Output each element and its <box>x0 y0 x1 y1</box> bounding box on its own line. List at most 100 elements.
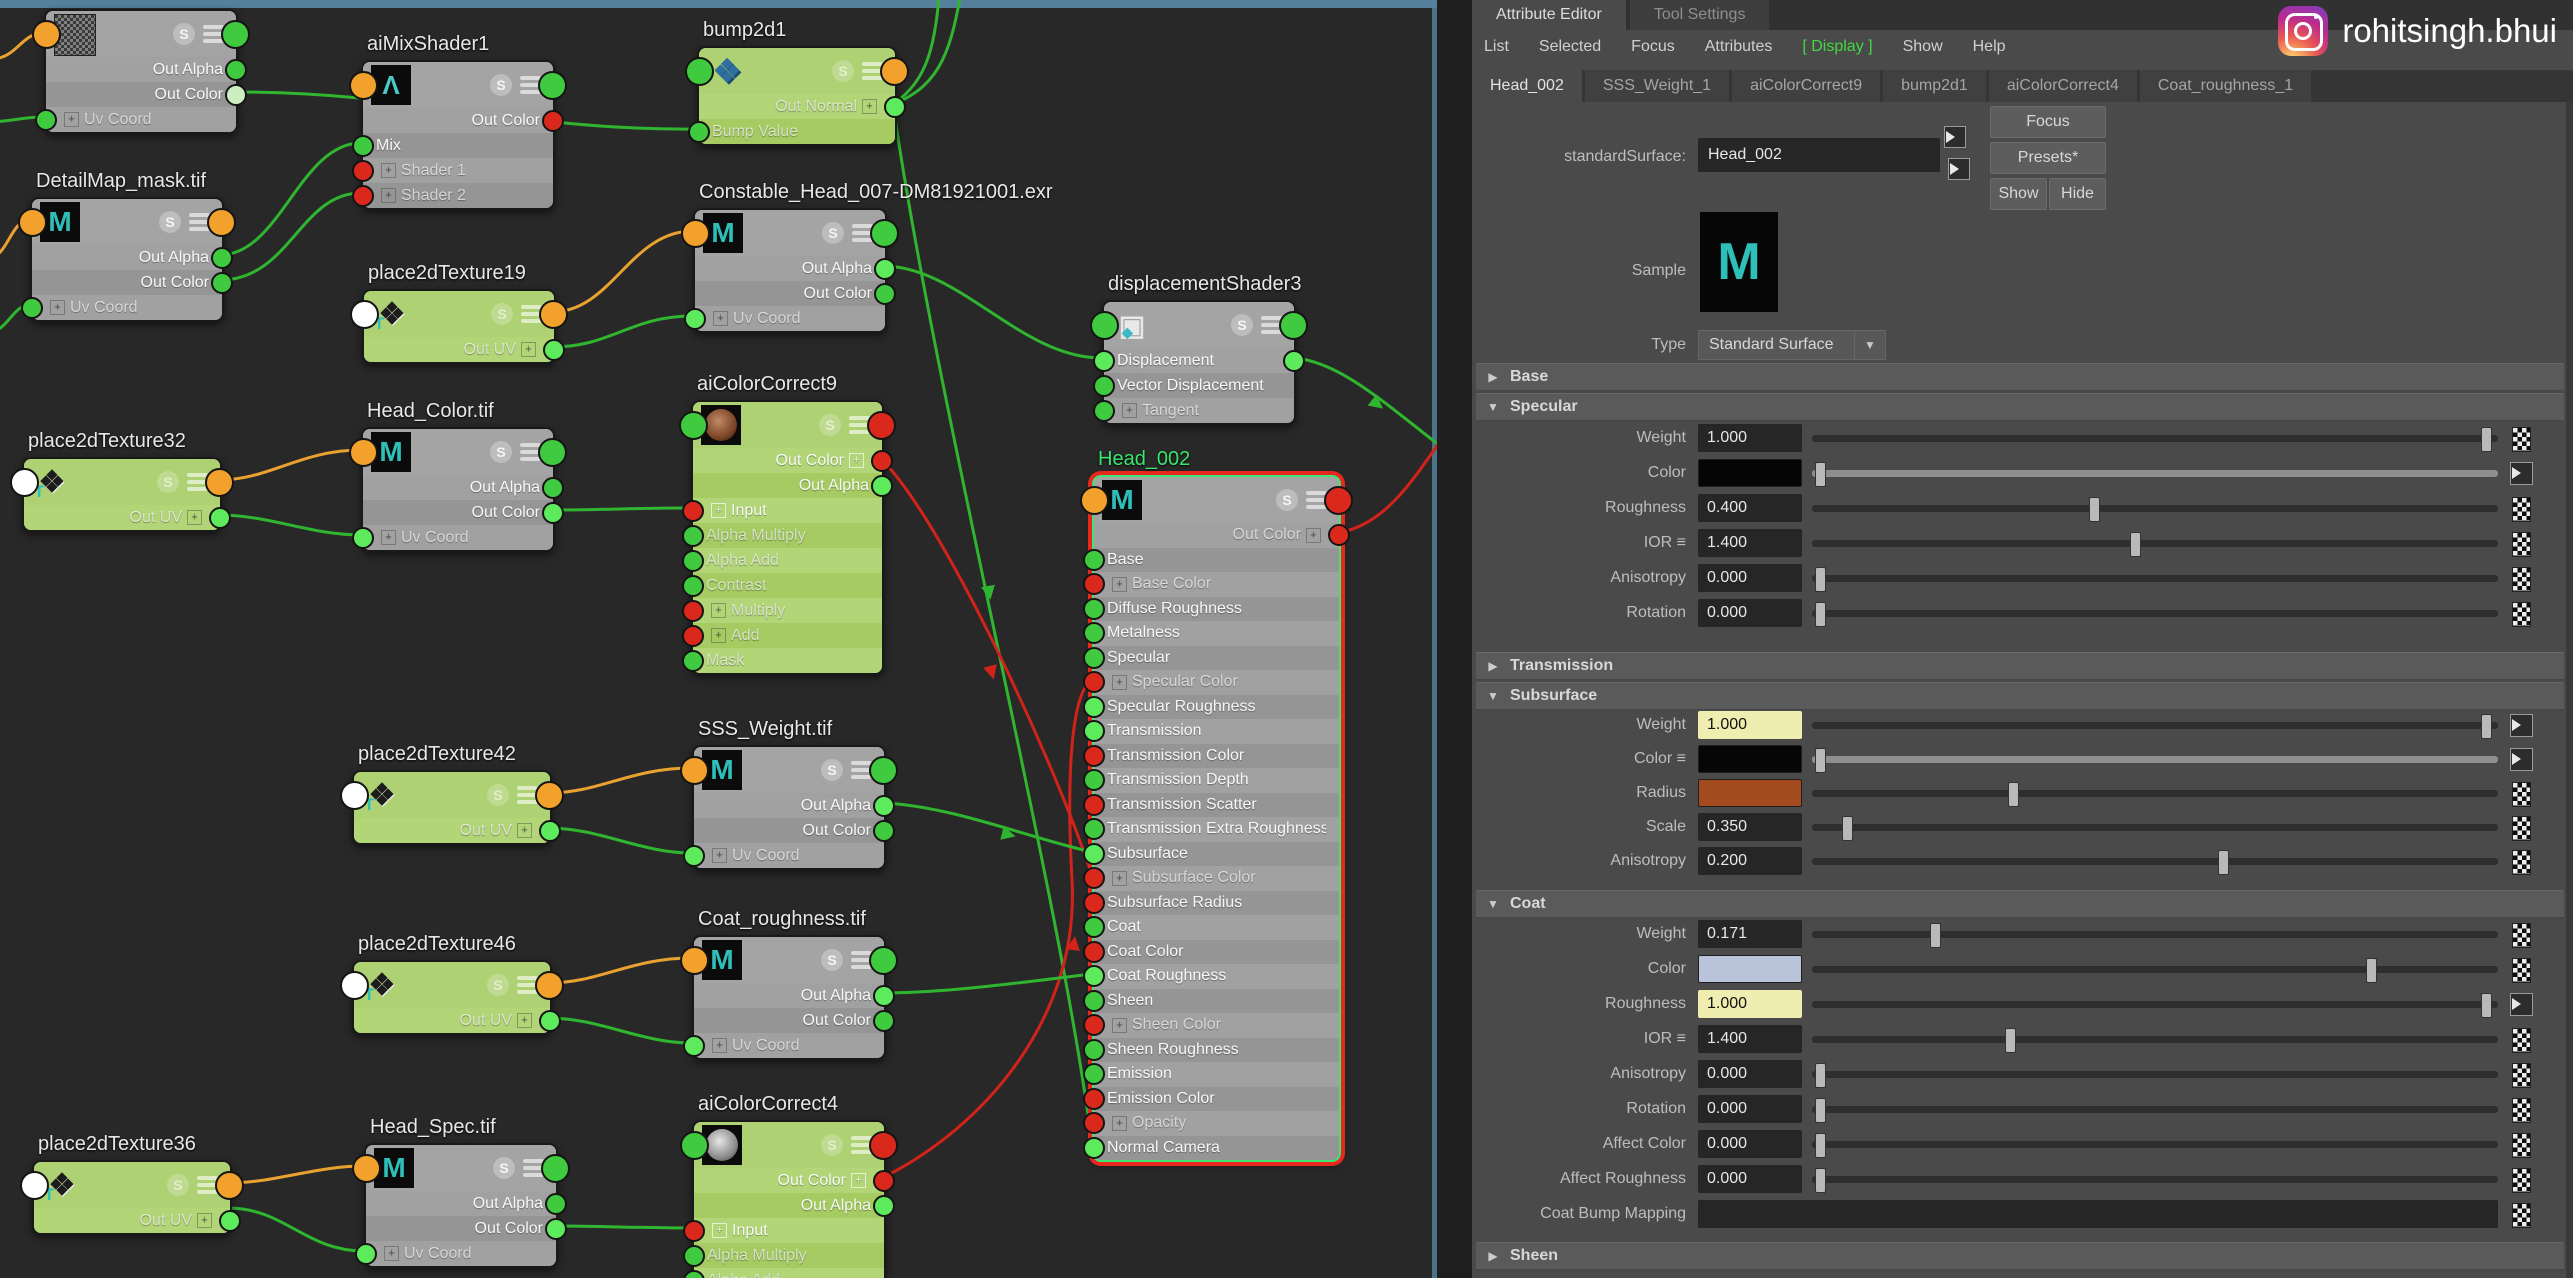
slider-track[interactable] <box>1812 850 2498 875</box>
hamburger-icon[interactable] <box>521 305 542 323</box>
input-port[interactable] <box>1083 622 1105 645</box>
edge[interactable] <box>892 0 941 106</box>
output-port[interactable] <box>539 819 561 842</box>
node-row[interactable]: Transmission Scatter <box>1083 792 1339 817</box>
value-field[interactable]: 0.400 <box>1698 494 1802 522</box>
header-port-right[interactable] <box>541 1154 570 1183</box>
input-port[interactable] <box>1083 793 1105 816</box>
node-row[interactable]: Out Color <box>32 270 233 295</box>
hamburger-icon[interactable] <box>187 473 208 491</box>
swatch-badge-icon[interactable]: S <box>487 974 509 996</box>
node-Head_002[interactable]: M S Out Color + Base + Base Color Diffuse Rough… <box>1080 475 1353 1162</box>
node-aiColorCorrect4[interactable]: S Out Color + Out Alpha + Input Alpha Multiply… <box>680 1120 898 1278</box>
swatch-badge-icon[interactable]: S <box>822 222 844 244</box>
hamburger-icon[interactable] <box>1306 491 1327 509</box>
header-port-right[interactable] <box>207 208 236 237</box>
node-row[interactable]: + Shader 2 <box>352 183 553 208</box>
node-row[interactable]: + Shader 1 <box>352 158 553 183</box>
texture-map-button[interactable] <box>2512 602 2531 627</box>
node-row[interactable]: + Specular Color <box>1083 670 1339 695</box>
texture-map-button[interactable] <box>2512 1203 2531 1228</box>
tab-attribute-editor[interactable]: Attribute Editor <box>1472 0 1626 30</box>
output-connection-icon[interactable] <box>1948 158 1970 180</box>
edge[interactable] <box>227 1164 365 1185</box>
focus-button[interactable]: Focus <box>1990 106 2106 138</box>
hamburger-icon[interactable] <box>520 76 541 94</box>
input-port[interactable] <box>1083 916 1105 939</box>
output-port[interactable] <box>545 1192 567 1215</box>
input-port[interactable] <box>1083 1112 1105 1135</box>
node-row[interactable]: Out UV + <box>34 1208 241 1233</box>
node-row[interactable]: + Input <box>683 1218 884 1243</box>
node-row[interactable]: Out Alpha <box>695 256 896 281</box>
swatch-badge-icon[interactable]: S <box>487 784 509 806</box>
edge[interactable] <box>1291 356 1437 452</box>
header-port-left[interactable] <box>681 219 710 248</box>
swatch-badge-icon[interactable]: S <box>821 949 843 971</box>
menu-selected[interactable]: Selected <box>1538 38 1602 55</box>
output-port[interactable] <box>884 95 906 118</box>
input-port[interactable] <box>352 526 374 549</box>
input-port[interactable] <box>683 844 705 867</box>
shader-tab-aiColorCorrect9[interactable]: aiColorCorrect9 <box>1732 70 1881 102</box>
node-row[interactable]: + Uv Coord <box>21 295 222 320</box>
menu-focus[interactable]: Focus <box>1631 38 1675 55</box>
node-aiMixShader1[interactable]: Λ S Out Color Mix + Shader 1 + Shader 2 <box>349 60 567 210</box>
header-port-left[interactable] <box>349 71 378 100</box>
node-row[interactable]: Out Color <box>363 108 564 133</box>
input-port[interactable] <box>1083 646 1105 669</box>
input-port[interactable] <box>682 624 704 647</box>
node-displacementShader3[interactable]: ▣ ◆ S Displacement Vector Displacement + Tange… <box>1090 300 1308 425</box>
edge[interactable] <box>227 1206 365 1253</box>
output-port[interactable] <box>542 109 564 132</box>
node-row[interactable]: Out Alpha <box>32 245 233 270</box>
hamburger-icon[interactable] <box>862 62 883 80</box>
node-row[interactable]: + Uv Coord <box>684 306 885 331</box>
edge[interactable] <box>547 956 693 985</box>
input-port[interactable] <box>1083 965 1105 988</box>
texture-map-button[interactable] <box>2512 782 2531 807</box>
node-texTop[interactable]: S Out Alpha Out Color + Uv Coord <box>32 9 250 134</box>
node-row[interactable]: Vector Displacement <box>1093 373 1294 398</box>
header-port-left[interactable] <box>680 946 709 975</box>
node-row[interactable]: Subsurface Radius <box>1083 890 1339 915</box>
slider-handle[interactable] <box>1815 462 1827 487</box>
output-port[interactable] <box>873 1194 895 1217</box>
node-row[interactable]: Coat Roughness <box>1083 964 1339 989</box>
node-row[interactable]: + Tangent <box>1093 398 1294 423</box>
header-port-left[interactable] <box>679 411 708 440</box>
swatch-badge-icon[interactable]: S <box>159 211 181 233</box>
slider-track[interactable] <box>1812 497 2498 522</box>
slider-handle[interactable] <box>2366 958 2378 983</box>
node-row[interactable]: Out Color <box>363 500 564 525</box>
edge[interactable] <box>892 0 962 106</box>
type-dropdown-arrow[interactable]: ▼ <box>1854 330 1886 360</box>
node-row[interactable]: Mask <box>682 648 882 673</box>
shader-tab-bump2d1[interactable]: bump2d1 <box>1883 70 1986 102</box>
connection-button[interactable] <box>2510 462 2533 485</box>
slider-handle[interactable] <box>1815 1168 1827 1193</box>
header-port-left[interactable] <box>10 468 39 497</box>
swatch-badge-icon[interactable]: S <box>157 471 179 493</box>
slider-handle[interactable] <box>2481 993 2493 1018</box>
swatch-badge-icon[interactable]: S <box>493 1157 515 1179</box>
header-port-left[interactable] <box>18 208 47 237</box>
shader-tab-SSS_Weight_1[interactable]: SSS_Weight_1 <box>1584 70 1730 102</box>
slider-track[interactable] <box>1812 993 2498 1018</box>
menu-attributes[interactable]: Attributes <box>1704 38 1773 55</box>
input-port[interactable] <box>1083 597 1105 620</box>
swatch-badge-icon[interactable]: S <box>1276 489 1298 511</box>
texture-map-button[interactable] <box>2512 958 2531 983</box>
header-port-left[interactable] <box>350 300 379 329</box>
slider-track[interactable] <box>1812 923 2498 948</box>
hamburger-icon[interactable] <box>851 951 872 969</box>
header-port-right[interactable] <box>880 57 909 86</box>
texture-map-button[interactable] <box>2512 816 2531 841</box>
header-port-left[interactable] <box>352 1154 381 1183</box>
header-port-right[interactable] <box>539 300 568 329</box>
node-place2dTexture46[interactable]: ❖ T S Out UV + <box>340 960 564 1035</box>
edge[interactable] <box>219 191 362 282</box>
hamburger-icon[interactable] <box>851 1136 872 1154</box>
output-port[interactable] <box>874 282 896 305</box>
node-row[interactable]: Diffuse Roughness <box>1083 596 1339 621</box>
